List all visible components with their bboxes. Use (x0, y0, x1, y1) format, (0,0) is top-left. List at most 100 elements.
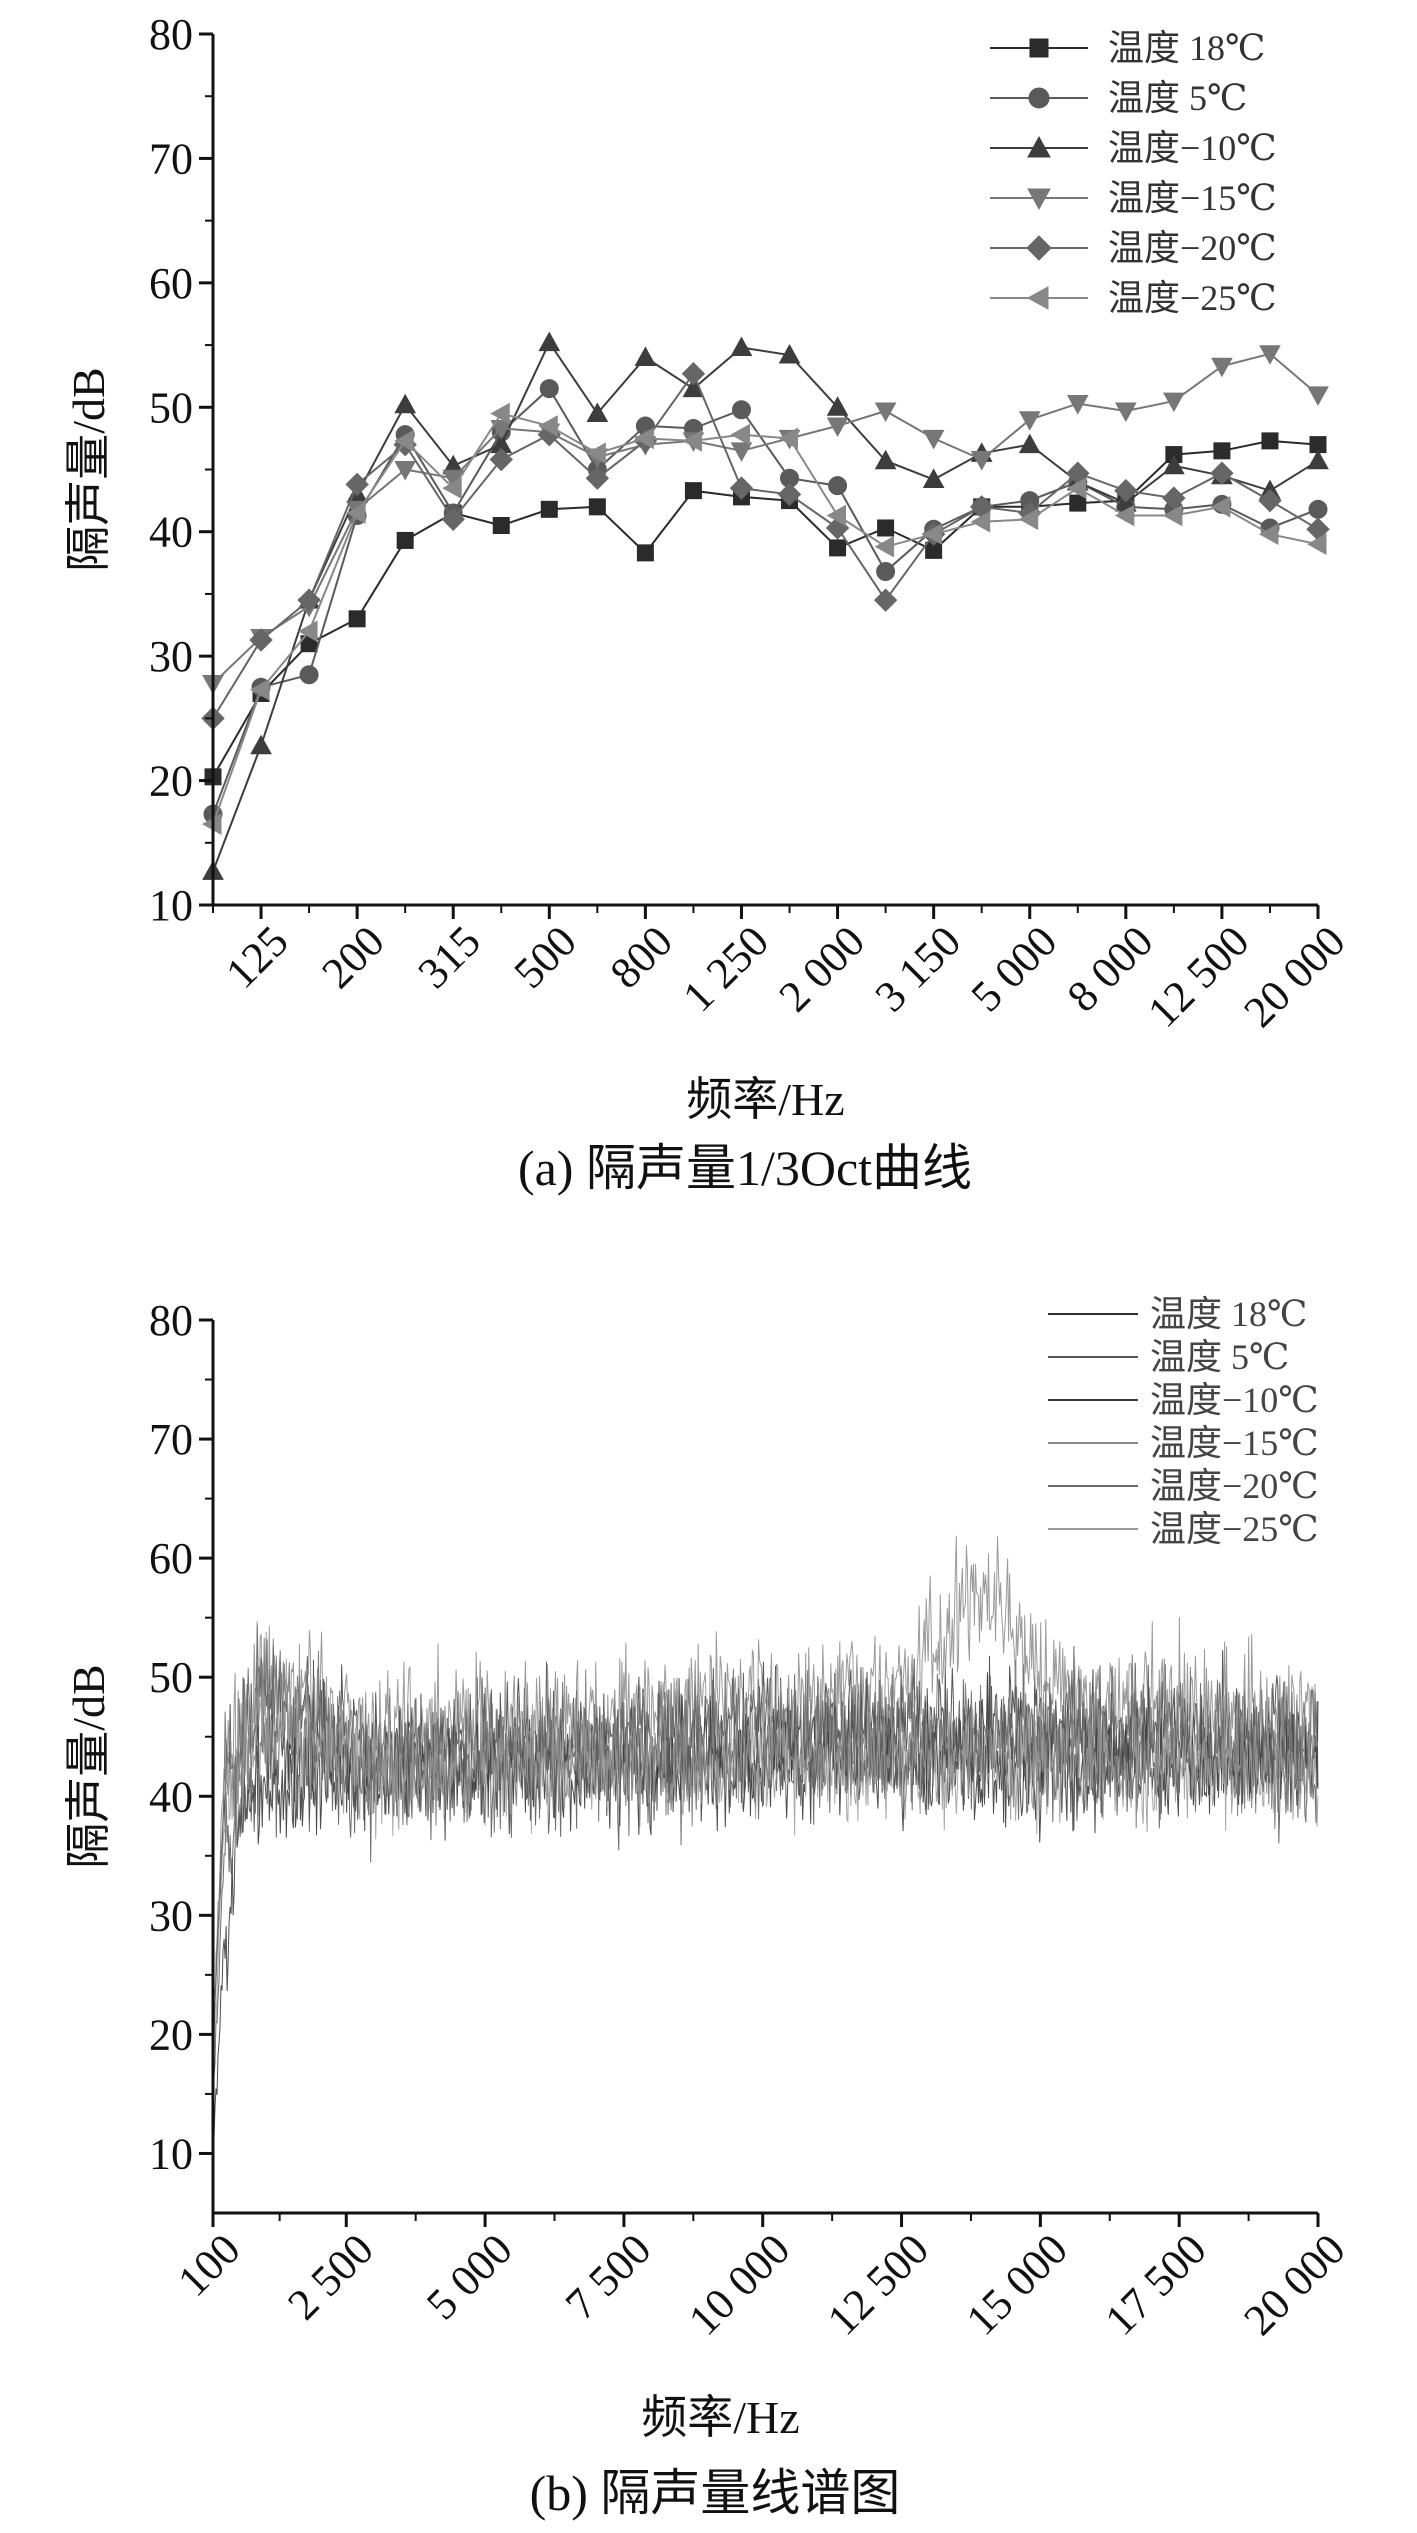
x-tick-label: 20 000 (1234, 917, 1354, 1037)
series-6 (201, 402, 1327, 835)
data-point (681, 361, 706, 386)
data-point (636, 544, 654, 562)
series-6-line (212, 1658, 1319, 2066)
data-point (777, 482, 802, 507)
chart-b-y-axis-label: 隔声量/dB (63, 1664, 114, 1868)
chart-b: 10 20 30 40 50 60 70 80 100 2 500 5 000 7 500 10 000… (63, 1294, 1355, 2521)
legend-marker (1027, 135, 1051, 158)
data-point (826, 417, 849, 437)
y-tick-label: 80 (149, 10, 193, 59)
data-point (489, 447, 513, 472)
legend-marker (1026, 286, 1049, 310)
data-point (1066, 477, 1087, 500)
series-4 (202, 345, 1329, 695)
series-line (212, 371, 1319, 719)
legend-label: 温度 5℃ (1150, 1337, 1289, 1377)
data-point (778, 427, 799, 450)
data-point (634, 427, 654, 450)
x-tick-label: 2 500 (278, 2225, 383, 2330)
x-tick-label: 200 (312, 917, 393, 998)
data-point (1259, 345, 1281, 365)
chart-a-legend: 温度 18℃ 温度 5℃ 温度−10℃ 温度−15℃ 温度−20℃ 温度−25℃ (990, 28, 1277, 318)
x-tick-label: 7 500 (556, 2225, 661, 2330)
data-point (586, 442, 606, 465)
y-tick-label: 50 (149, 1653, 193, 1702)
data-point (394, 430, 414, 452)
x-tick-label: 15 000 (957, 2225, 1077, 2345)
series-3 (202, 331, 1329, 880)
y-tick-label: 50 (149, 383, 193, 432)
data-point (250, 734, 272, 755)
x-tick-label: 5 000 (962, 917, 1067, 1022)
data-point (730, 423, 750, 446)
data-point (1213, 442, 1231, 460)
data-point (490, 402, 510, 425)
legend-label: 温度−25℃ (1108, 278, 1277, 318)
legend-label: 温度−15℃ (1108, 178, 1277, 218)
y-tick-label: 10 (149, 2129, 193, 2178)
data-point (731, 400, 751, 420)
data-point (873, 588, 898, 612)
legend-marker (1026, 235, 1052, 261)
data-point (1018, 433, 1041, 454)
data-point (1163, 392, 1185, 413)
series-4-line (212, 1535, 1319, 2038)
legend-label: 温度−20℃ (1150, 1466, 1319, 1506)
data-point (874, 402, 897, 423)
data-point (490, 419, 513, 440)
x-tick-label: 12 500 (818, 2225, 938, 2345)
data-point (585, 466, 610, 490)
x-tick-label: 315 (409, 917, 490, 998)
data-point (540, 500, 558, 518)
data-point (1308, 499, 1328, 519)
data-point (1258, 488, 1282, 513)
data-point (1307, 386, 1329, 406)
data-point (970, 510, 991, 533)
chart-a-plot-area (201, 331, 1330, 880)
data-point (828, 476, 848, 496)
y-tick-label: 40 (149, 508, 193, 557)
legend-label: 温度 18℃ (1108, 28, 1265, 68)
legend-label: 温度 18℃ (1150, 1294, 1307, 1334)
data-point (1258, 523, 1279, 546)
x-tick-label: 100 (168, 2225, 249, 2306)
series-5 (201, 361, 1330, 731)
data-point (1066, 395, 1089, 415)
data-point (1306, 533, 1327, 556)
legend-label: 温度−10℃ (1150, 1380, 1319, 1420)
data-point (345, 472, 369, 497)
data-point (538, 415, 558, 437)
y-tick-label: 60 (149, 1534, 193, 1583)
data-point (778, 343, 801, 364)
data-point (1261, 432, 1279, 450)
chart-a-x-axis-label: 频率/Hz (686, 1074, 844, 1125)
data-point (539, 379, 559, 399)
data-point (396, 531, 414, 549)
data-point (1018, 508, 1039, 531)
data-point (441, 507, 465, 531)
legend-label: 温度 5℃ (1108, 78, 1247, 118)
data-point (1069, 494, 1087, 512)
x-tick-label: 20 000 (1234, 2225, 1354, 2345)
chart-b-caption: (b) 隔声量线谱图 (530, 2465, 901, 2521)
data-point (684, 482, 702, 500)
legend-label: 温度−25℃ (1150, 1509, 1319, 1549)
data-point (876, 562, 896, 582)
data-point (394, 461, 417, 481)
data-point (1162, 504, 1183, 527)
y-tick-label: 20 (149, 2010, 193, 2059)
data-point (297, 588, 321, 612)
x-tick-label: 17 500 (1096, 2225, 1216, 2345)
y-tick-label: 60 (149, 259, 193, 308)
data-point (249, 628, 273, 652)
data-point (346, 502, 366, 524)
data-point (1210, 461, 1234, 485)
legend-marker (1029, 38, 1049, 58)
x-tick-label: 1 250 (673, 917, 778, 1022)
data-point (826, 396, 849, 416)
legend-label: 温度−10℃ (1108, 128, 1277, 168)
data-point (1018, 411, 1041, 431)
legend-label: 温度−20℃ (1108, 228, 1277, 268)
legend-marker (1027, 188, 1051, 211)
